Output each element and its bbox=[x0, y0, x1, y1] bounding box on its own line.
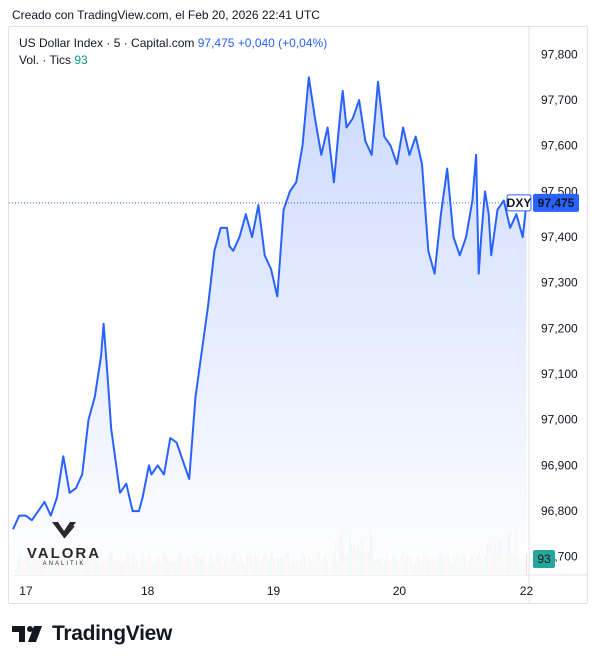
volume-value: 93 bbox=[74, 53, 88, 67]
price-change-value: +0,040 (+0,04%) bbox=[237, 36, 328, 50]
y-tick-label: 97,000 bbox=[541, 413, 578, 427]
price-area-fill bbox=[13, 77, 527, 575]
chart-legend: US Dollar Index · 5 · Capital.com 97,475… bbox=[19, 35, 327, 69]
watermark-sub: ANALITIK bbox=[42, 561, 86, 567]
last-price-value: 97,475 bbox=[197, 36, 235, 50]
x-tick-label: 17 bbox=[19, 584, 33, 598]
y-tick-label: 97,300 bbox=[541, 276, 578, 290]
y-tick-label: 97,400 bbox=[541, 230, 578, 244]
tradingview-footer[interactable]: TradingView bbox=[12, 622, 172, 646]
volume-badge-box bbox=[533, 550, 555, 568]
symbol-tag-label: DXY bbox=[507, 196, 532, 210]
chart-frame[interactable]: 96,700 96,800 96,900 97,000 97,100 97,200 97,3… bbox=[8, 26, 588, 604]
price-label-box bbox=[533, 193, 579, 212]
y-tick-label: 97,700 bbox=[541, 93, 578, 107]
y-tick-label: 97,100 bbox=[541, 367, 578, 381]
x-tick-label: 19 bbox=[267, 584, 281, 598]
series-legend-row: US Dollar Index · 5 · Capital.com 97,475… bbox=[19, 35, 327, 52]
volume-label: Vol. · Tics bbox=[19, 53, 72, 67]
y-tick-label: 96,800 bbox=[541, 504, 578, 518]
series-title: US Dollar Index · 5 · Capital.com bbox=[19, 36, 195, 50]
price-chart[interactable]: 96,70096,80096,90097,00097,10097,20097,3… bbox=[9, 27, 587, 603]
volume-badge-value: 93 bbox=[537, 552, 551, 566]
valora-logo-icon bbox=[52, 522, 76, 539]
tradingview-brand: TradingView bbox=[52, 622, 173, 645]
y-tick-label: 97,600 bbox=[541, 139, 578, 153]
valora-watermark: VALORA ANALITIK bbox=[21, 520, 107, 567]
volume-legend-row: Vol. · Tics 93 bbox=[19, 52, 327, 69]
symbol-tag-box bbox=[506, 194, 532, 212]
x-tick-label: 22 bbox=[520, 584, 534, 598]
watermark-name: VALORA bbox=[26, 545, 102, 562]
y-tick-label: 97,200 bbox=[541, 321, 578, 335]
x-tick-label: 18 bbox=[141, 584, 155, 598]
price-label-value: 97,475 bbox=[538, 196, 575, 210]
price-series-line bbox=[12, 76, 528, 530]
tradingview-logo-icon bbox=[12, 626, 42, 642]
chart-caption: Creado con TradingView.com, el Feb 20, 2… bbox=[12, 8, 320, 22]
x-tick-label: 20 bbox=[393, 584, 407, 598]
y-tick-label: 96,900 bbox=[541, 458, 578, 472]
y-tick-label: 97,800 bbox=[541, 47, 578, 61]
